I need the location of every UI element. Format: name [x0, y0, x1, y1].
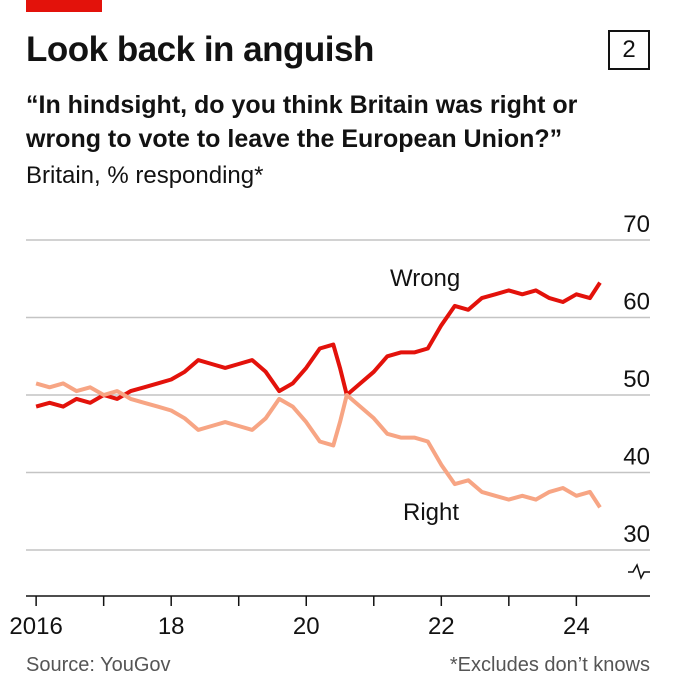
gridlines — [26, 239, 650, 551]
annotation-wrong: Wrong — [390, 265, 460, 292]
x-tick-label: 22 — [428, 613, 455, 640]
chart-title: Look back in anguish — [26, 30, 374, 69]
chart-subtitle: “In hindsight, do you think Britain was … — [26, 91, 578, 153]
y-tick-label: 40 — [623, 444, 650, 471]
y-tick-label: 60 — [623, 289, 650, 316]
axis-break-icon — [628, 563, 650, 581]
series-line-right — [35, 381, 602, 509]
x-tick-label: 18 — [158, 613, 185, 640]
x-tick-label: 20 — [293, 613, 320, 640]
x-tick-label: 24 — [563, 613, 590, 640]
annotation-right: Right — [403, 499, 459, 526]
series-line-wrong — [35, 281, 602, 409]
series-lines — [35, 281, 602, 509]
series-annotations: Wrong Right — [390, 265, 460, 526]
source-note: Source: YouGov — [26, 654, 171, 676]
y-axis-labels: 30 40 50 60 70 — [623, 211, 650, 581]
x-axis: 2016 18 20 22 24 — [9, 595, 650, 640]
accent-bar — [26, 0, 102, 12]
y-tick-label: 30 — [623, 521, 650, 548]
footnote: *Excludes don’t knows — [449, 654, 650, 676]
chart-unit-line: Britain, % responding* — [26, 162, 264, 189]
chart-number-badge: 2 — [608, 30, 650, 70]
y-tick-label: 70 — [623, 211, 650, 238]
x-tick-label: 2016 — [9, 613, 62, 640]
line-chart: 30 40 50 60 70 2016 18 20 22 24 Wrong Right — [9, 211, 650, 640]
y-tick-label: 50 — [623, 366, 650, 393]
